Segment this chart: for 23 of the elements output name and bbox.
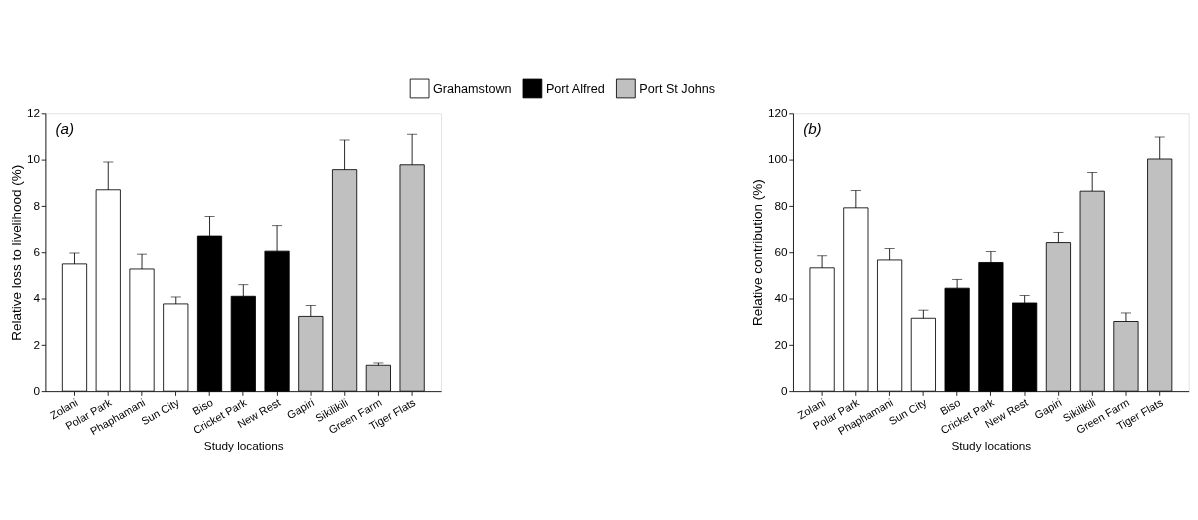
y-tick-label: 100 xyxy=(767,152,789,166)
legend-label: Port St Johns xyxy=(639,81,716,96)
y-tick-label: 8 xyxy=(33,198,41,212)
y-tick-label: 20 xyxy=(774,337,789,351)
y-axis-title: Relative loss to livelihood (%) xyxy=(8,164,24,341)
y-tick-label: 60 xyxy=(774,245,789,259)
y-tick-label: 4 xyxy=(33,291,41,305)
y-tick-label: 0 xyxy=(33,383,41,397)
y-tick-label: 10 xyxy=(26,152,41,166)
annotation: (b) xyxy=(803,119,822,137)
y-tick-label: 40 xyxy=(774,291,789,305)
y-tick-label: 6 xyxy=(33,245,41,259)
y-tick-label: 0 xyxy=(781,383,789,397)
x-axis-title: Study locations xyxy=(951,439,1032,453)
legend-label: Port Alfred xyxy=(545,81,605,96)
x-axis-title: Study locations xyxy=(203,439,284,453)
y-tick-label: 12 xyxy=(26,106,40,120)
legend-label: Grahamstown xyxy=(433,81,512,96)
y-tick-label: 80 xyxy=(774,198,789,212)
y-tick-label: 120 xyxy=(767,106,789,120)
annotation: (a) xyxy=(55,119,75,137)
y-tick-label: 2 xyxy=(33,337,40,351)
y-axis-title: Relative contribution (%) xyxy=(750,179,766,327)
